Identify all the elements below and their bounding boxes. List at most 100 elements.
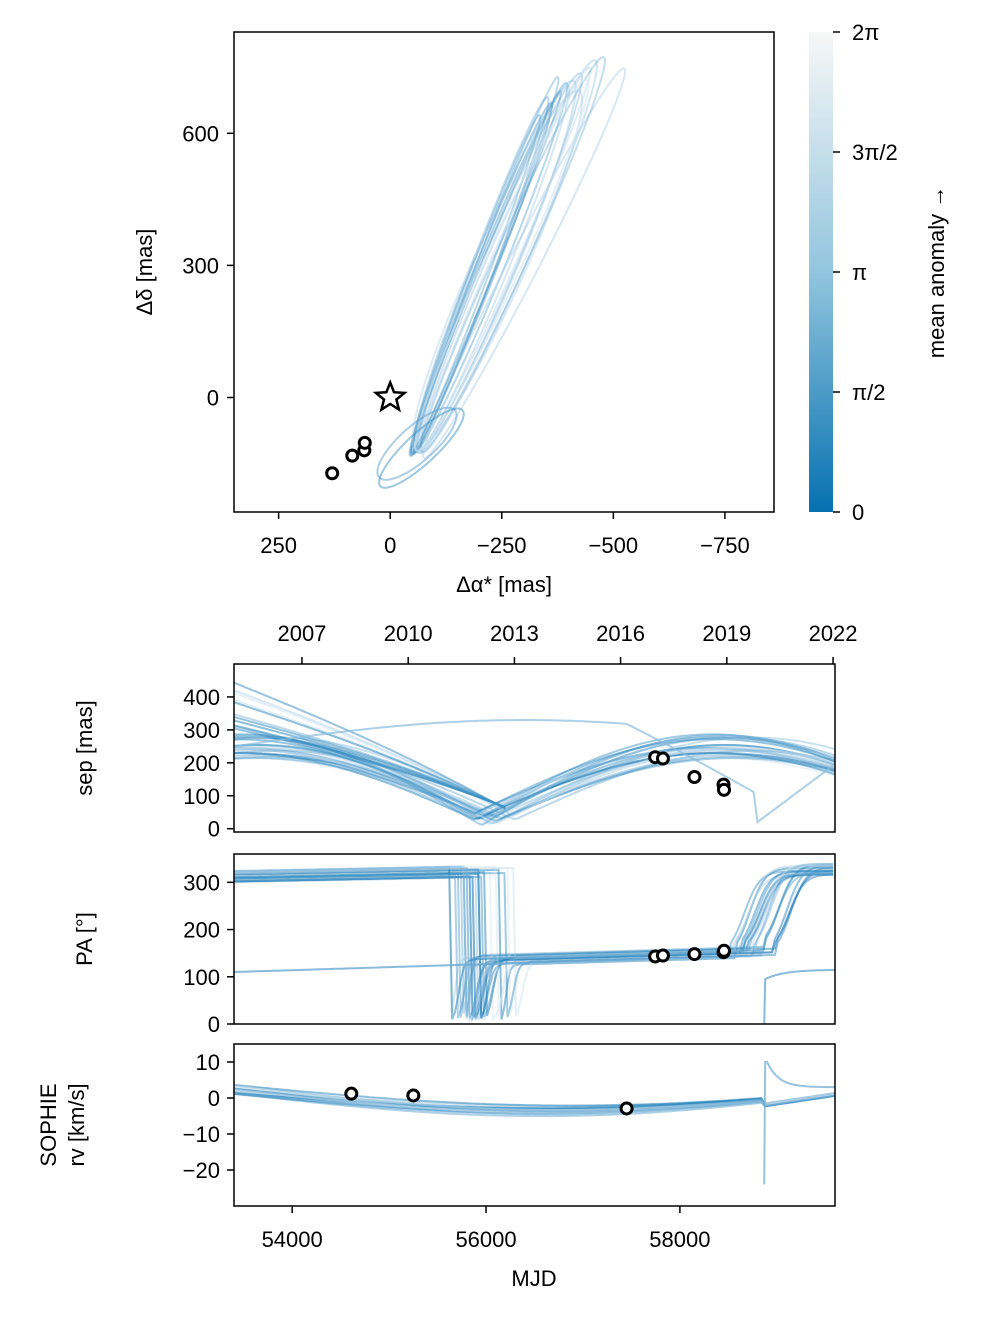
model-trace [234,871,834,1013]
year-tick-label: 2019 [702,621,751,646]
rv-observation-point [344,1086,359,1101]
rv-axes: 10 0 −10 −20 54000 56000 58000 [183,1050,711,1252]
pa-observation-point [687,947,702,962]
orbit-panel: 250 0 −250 −500 −750 0 300 600 Δα* [mas] Δδ [ma… [132,31,775,597]
separation-ylabel: sep [mas] [72,700,97,795]
orbit-trace [421,67,627,460]
sep-ytick-label: 400 [183,685,220,710]
model-trace [234,745,835,826]
orbit-xtick-label: −750 [700,533,750,558]
rv-ylabel-line1: SOPHIE [36,1083,61,1166]
model-trace [234,747,835,817]
colorbar-tick-label: π [852,260,867,285]
sep-observation-point [655,751,670,766]
pa-observation-point [655,948,670,963]
separation-axes: 0 100 200 300 400 [183,685,234,842]
colorbar-tick-label: 3π/2 [852,140,898,165]
model-trace [234,1088,835,1107]
pa-axes: 0 100 200 300 [183,870,234,1037]
model-trace [234,725,506,809]
orbit-xtick-label: −250 [477,533,527,558]
rv-xtick-label: 56000 [455,1227,516,1252]
model-trace [234,869,834,1018]
year-tick-label: 2016 [596,621,645,646]
year-axis: 2007 2010 2013 2016 2019 2022 [277,621,858,664]
model-trace [234,873,834,1017]
orbit-ytick-label: 0 [207,386,219,411]
model-trace [763,1061,835,1185]
year-tick-label: 2013 [490,621,539,646]
pa-ytick-label: 200 [183,918,220,943]
year-tick-label: 2007 [277,621,326,646]
model-trace [234,1092,835,1115]
model-trace [234,873,834,1021]
model-trace [234,874,834,1020]
pa-ytick-label: 300 [183,870,220,895]
model-trace [234,1087,835,1113]
colorbar-tick-label: π/2 [852,380,886,405]
model-trace [234,743,835,825]
model-trace [234,1084,835,1107]
model-trace [234,724,506,809]
model-trace [234,749,835,820]
orbit-ylabel: Δδ [mas] [132,229,157,316]
model-trace [234,868,834,1023]
orbit-xtick-label: 0 [384,533,396,558]
model-trace [234,752,835,821]
model-trace [234,1084,835,1112]
rv-ylabel-line2: rv [km/s] [64,1083,89,1166]
model-trace [234,870,834,1020]
year-tick-label: 2010 [384,621,433,646]
rv-ytick-label: 10 [196,1050,220,1075]
model-trace [234,757,835,822]
sep-observation-point [717,782,732,797]
model-trace [234,1088,835,1110]
model-trace [234,749,835,826]
separation-frame [233,663,836,833]
rv-xtick-label: 58000 [649,1227,710,1252]
colorbar-tick-label: 0 [852,500,864,525]
model-trace [234,1087,835,1112]
orbit-observations [325,379,408,481]
rv-observation-point [406,1088,421,1103]
model-trace [234,869,834,1017]
model-trace [234,1092,835,1110]
model-trace [234,873,834,1019]
model-trace [234,733,835,820]
model-trace [234,719,835,824]
model-trace [234,735,835,820]
orbit-trace [410,101,553,456]
year-tick-label: 2022 [809,621,858,646]
rv-panel: 10 0 −10 −20 54000 56000 58000 SOPHIE rv [km/s… [36,1043,836,1291]
sep-ytick-label: 100 [183,784,220,809]
model-trace [234,747,835,823]
model-trace [234,864,834,1019]
model-trace [234,716,506,809]
orbit-xtick-label: −500 [589,533,639,558]
rv-xlabel: MJD [511,1266,556,1291]
model-trace [234,1092,835,1113]
model-trace [234,1085,835,1112]
orbit-trace [413,78,590,452]
model-trace [234,1089,835,1111]
rv-observations [344,1086,634,1116]
model-trace [234,866,834,1020]
model-trace [234,755,835,820]
model-trace [234,1092,835,1118]
orbit-trace [416,66,592,454]
separation-panel: 0 100 200 300 400 2007 2010 2013 2016 2019 2022 s… [72,621,858,842]
orbit-xtick-label: 250 [260,533,297,558]
orbit-ytick-label: 600 [182,121,219,146]
model-trace [234,698,506,810]
model-trace [234,738,835,815]
model-trace [234,1090,835,1110]
colorbar-tick-label: 2π [852,20,879,45]
model-trace [234,1093,835,1112]
model-trace [234,713,506,809]
orbit-xlabel: Δα* [mas] [456,572,552,597]
star-marker [372,379,408,413]
model-trace [234,701,506,810]
model-trace [234,744,835,818]
model-trace [234,716,506,809]
